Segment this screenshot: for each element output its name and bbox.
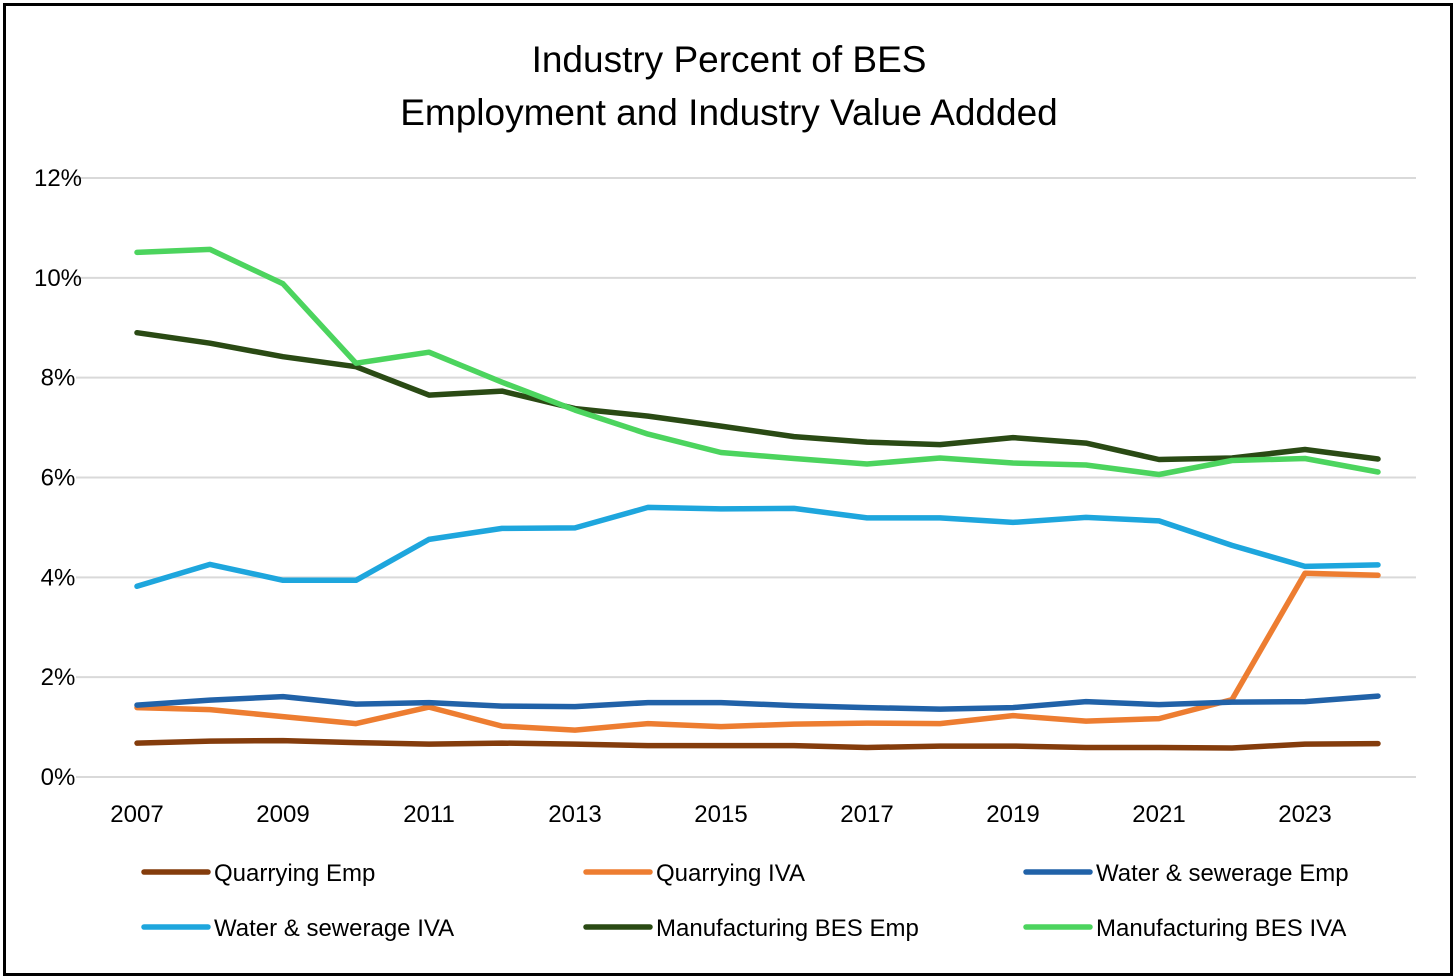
y-tick-label: 0% <box>41 764 76 791</box>
legend-label: Manufacturing BES Emp <box>656 915 919 942</box>
x-tick-label: 2015 <box>694 801 747 828</box>
x-tick-label: 2009 <box>256 801 309 828</box>
y-tick-label: 4% <box>41 564 76 591</box>
series-line-manufacturing-bes-iva <box>134 246 1381 478</box>
legend-label: Water & sewerage Emp <box>1096 860 1349 887</box>
chart-title-line-2: Employment and Industry Value Addded <box>400 92 1058 133</box>
x-tick-label: 2021 <box>1132 801 1185 828</box>
chart-frame: Industry Percent of BES Employment and I… <box>3 3 1453 976</box>
legend-label: Water & sewerage IVA <box>214 915 454 942</box>
legend-item: Water & sewerage IVA <box>141 915 454 942</box>
y-tick-label: 2% <box>41 664 76 691</box>
y-axis-ticks: 0% 2% 4% 6% 8% 10% 12% <box>34 165 82 791</box>
chart-title-line-1: Industry Percent of BES <box>532 39 927 80</box>
legend-label: Quarrying Emp <box>214 860 375 887</box>
series-line-quarrying-iva <box>134 570 1381 733</box>
line-chart: Industry Percent of BES Employment and I… <box>34 39 1416 942</box>
x-tick-label: 2007 <box>110 801 163 828</box>
series-line-water-sewerage-emp <box>134 693 1381 712</box>
legend-item: Water & sewerage Emp <box>1023 860 1349 887</box>
legend-label: Quarrying IVA <box>656 860 805 887</box>
series-lines <box>134 246 1381 751</box>
legend-item: Quarrying Emp <box>141 860 375 887</box>
gridlines <box>76 177 1416 778</box>
legend: Quarrying Emp Quarrying IVA Water & sewera… <box>141 860 1349 942</box>
y-tick-label: 6% <box>41 465 76 492</box>
legend-item: Manufacturing BES Emp <box>583 915 919 942</box>
series-line-manufacturing-bes-emp <box>134 329 1381 463</box>
x-tick-label: 2011 <box>403 801 455 828</box>
y-tick-label: 8% <box>41 365 76 392</box>
legend-label: Manufacturing BES IVA <box>1096 915 1346 942</box>
legend-item: Manufacturing BES IVA <box>1023 915 1346 942</box>
series-line-water-sewerage-iva <box>134 504 1381 590</box>
y-tick-label: 10% <box>34 265 82 292</box>
legend-item: Quarrying IVA <box>583 860 805 887</box>
x-tick-label: 2019 <box>986 801 1039 828</box>
y-tick-label: 12% <box>34 165 82 192</box>
series-line-quarrying-emp <box>134 737 1381 751</box>
x-axis-ticks: 2007 2009 2011 2013 2015 2017 2019 2021 2023 <box>110 801 1331 828</box>
x-tick-label: 2017 <box>840 801 893 828</box>
x-tick-label: 2023 <box>1278 801 1331 828</box>
x-tick-label: 2013 <box>548 801 601 828</box>
